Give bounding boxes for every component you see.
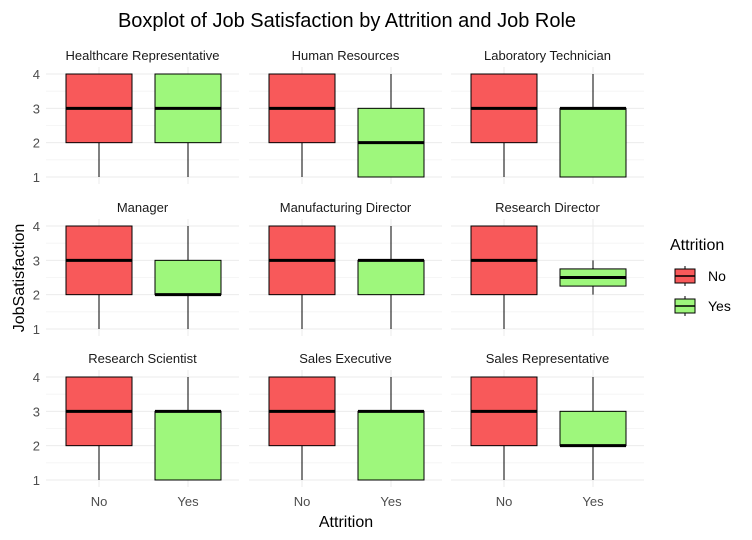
legend-label-no: No <box>708 268 726 284</box>
box-yes <box>154 259 222 296</box>
y-tick-label: 2 <box>33 439 40 454</box>
facet-label: Research Director <box>495 200 600 215</box>
legend: Attrition No Yes <box>670 237 731 316</box>
y-tick-label: 3 <box>33 404 40 419</box>
x-tick-label: Yes <box>380 494 402 509</box>
y-tick-label: 1 <box>33 473 40 488</box>
facet-label: Manufacturing Director <box>280 200 412 215</box>
y-tick-label: 1 <box>33 322 40 337</box>
x-tick-label: Yes <box>582 494 604 509</box>
y-tick-label: 2 <box>33 136 40 151</box>
y-tick-label: 3 <box>33 101 40 116</box>
x-tick-label: No <box>91 494 108 509</box>
facet-label: Healthcare Representative <box>66 48 220 63</box>
facet-label: Laboratory Technician <box>484 48 611 63</box>
facet-panels: Healthcare Representative 1 2 3 4 Human Resou… <box>33 48 644 509</box>
facet-label: Sales Executive <box>299 351 392 366</box>
facet-label: Human Resources <box>292 48 400 63</box>
legend-title: Attrition <box>670 237 724 254</box>
y-tick-label: 4 <box>33 370 40 385</box>
box-yes <box>154 410 222 481</box>
y-tick-label: 1 <box>33 170 40 185</box>
y-tick-label: 4 <box>33 67 40 82</box>
y-tick-label: 4 <box>33 219 40 234</box>
x-tick-label: Yes <box>177 494 199 509</box>
facet-label: Research Scientist <box>88 351 197 366</box>
facet-label: Manager <box>117 200 169 215</box>
box-yes <box>559 410 627 447</box>
legend-label-yes: Yes <box>708 298 731 314</box>
y-axis-title: JobSatisfaction <box>11 224 28 333</box>
x-axis-title: Attrition <box>319 514 373 531</box>
box-yes <box>559 107 627 178</box>
y-tick-label: 3 <box>33 253 40 268</box>
x-tick-label: No <box>496 494 513 509</box>
facet-label: Sales Representative <box>486 351 610 366</box>
chart-title: Boxplot of Job Satisfaction by Attrition… <box>118 10 576 32</box>
y-tick-label: 2 <box>33 288 40 303</box>
x-tick-label: No <box>294 494 311 509</box>
box-yes <box>357 259 425 296</box>
box-yes <box>357 410 425 481</box>
